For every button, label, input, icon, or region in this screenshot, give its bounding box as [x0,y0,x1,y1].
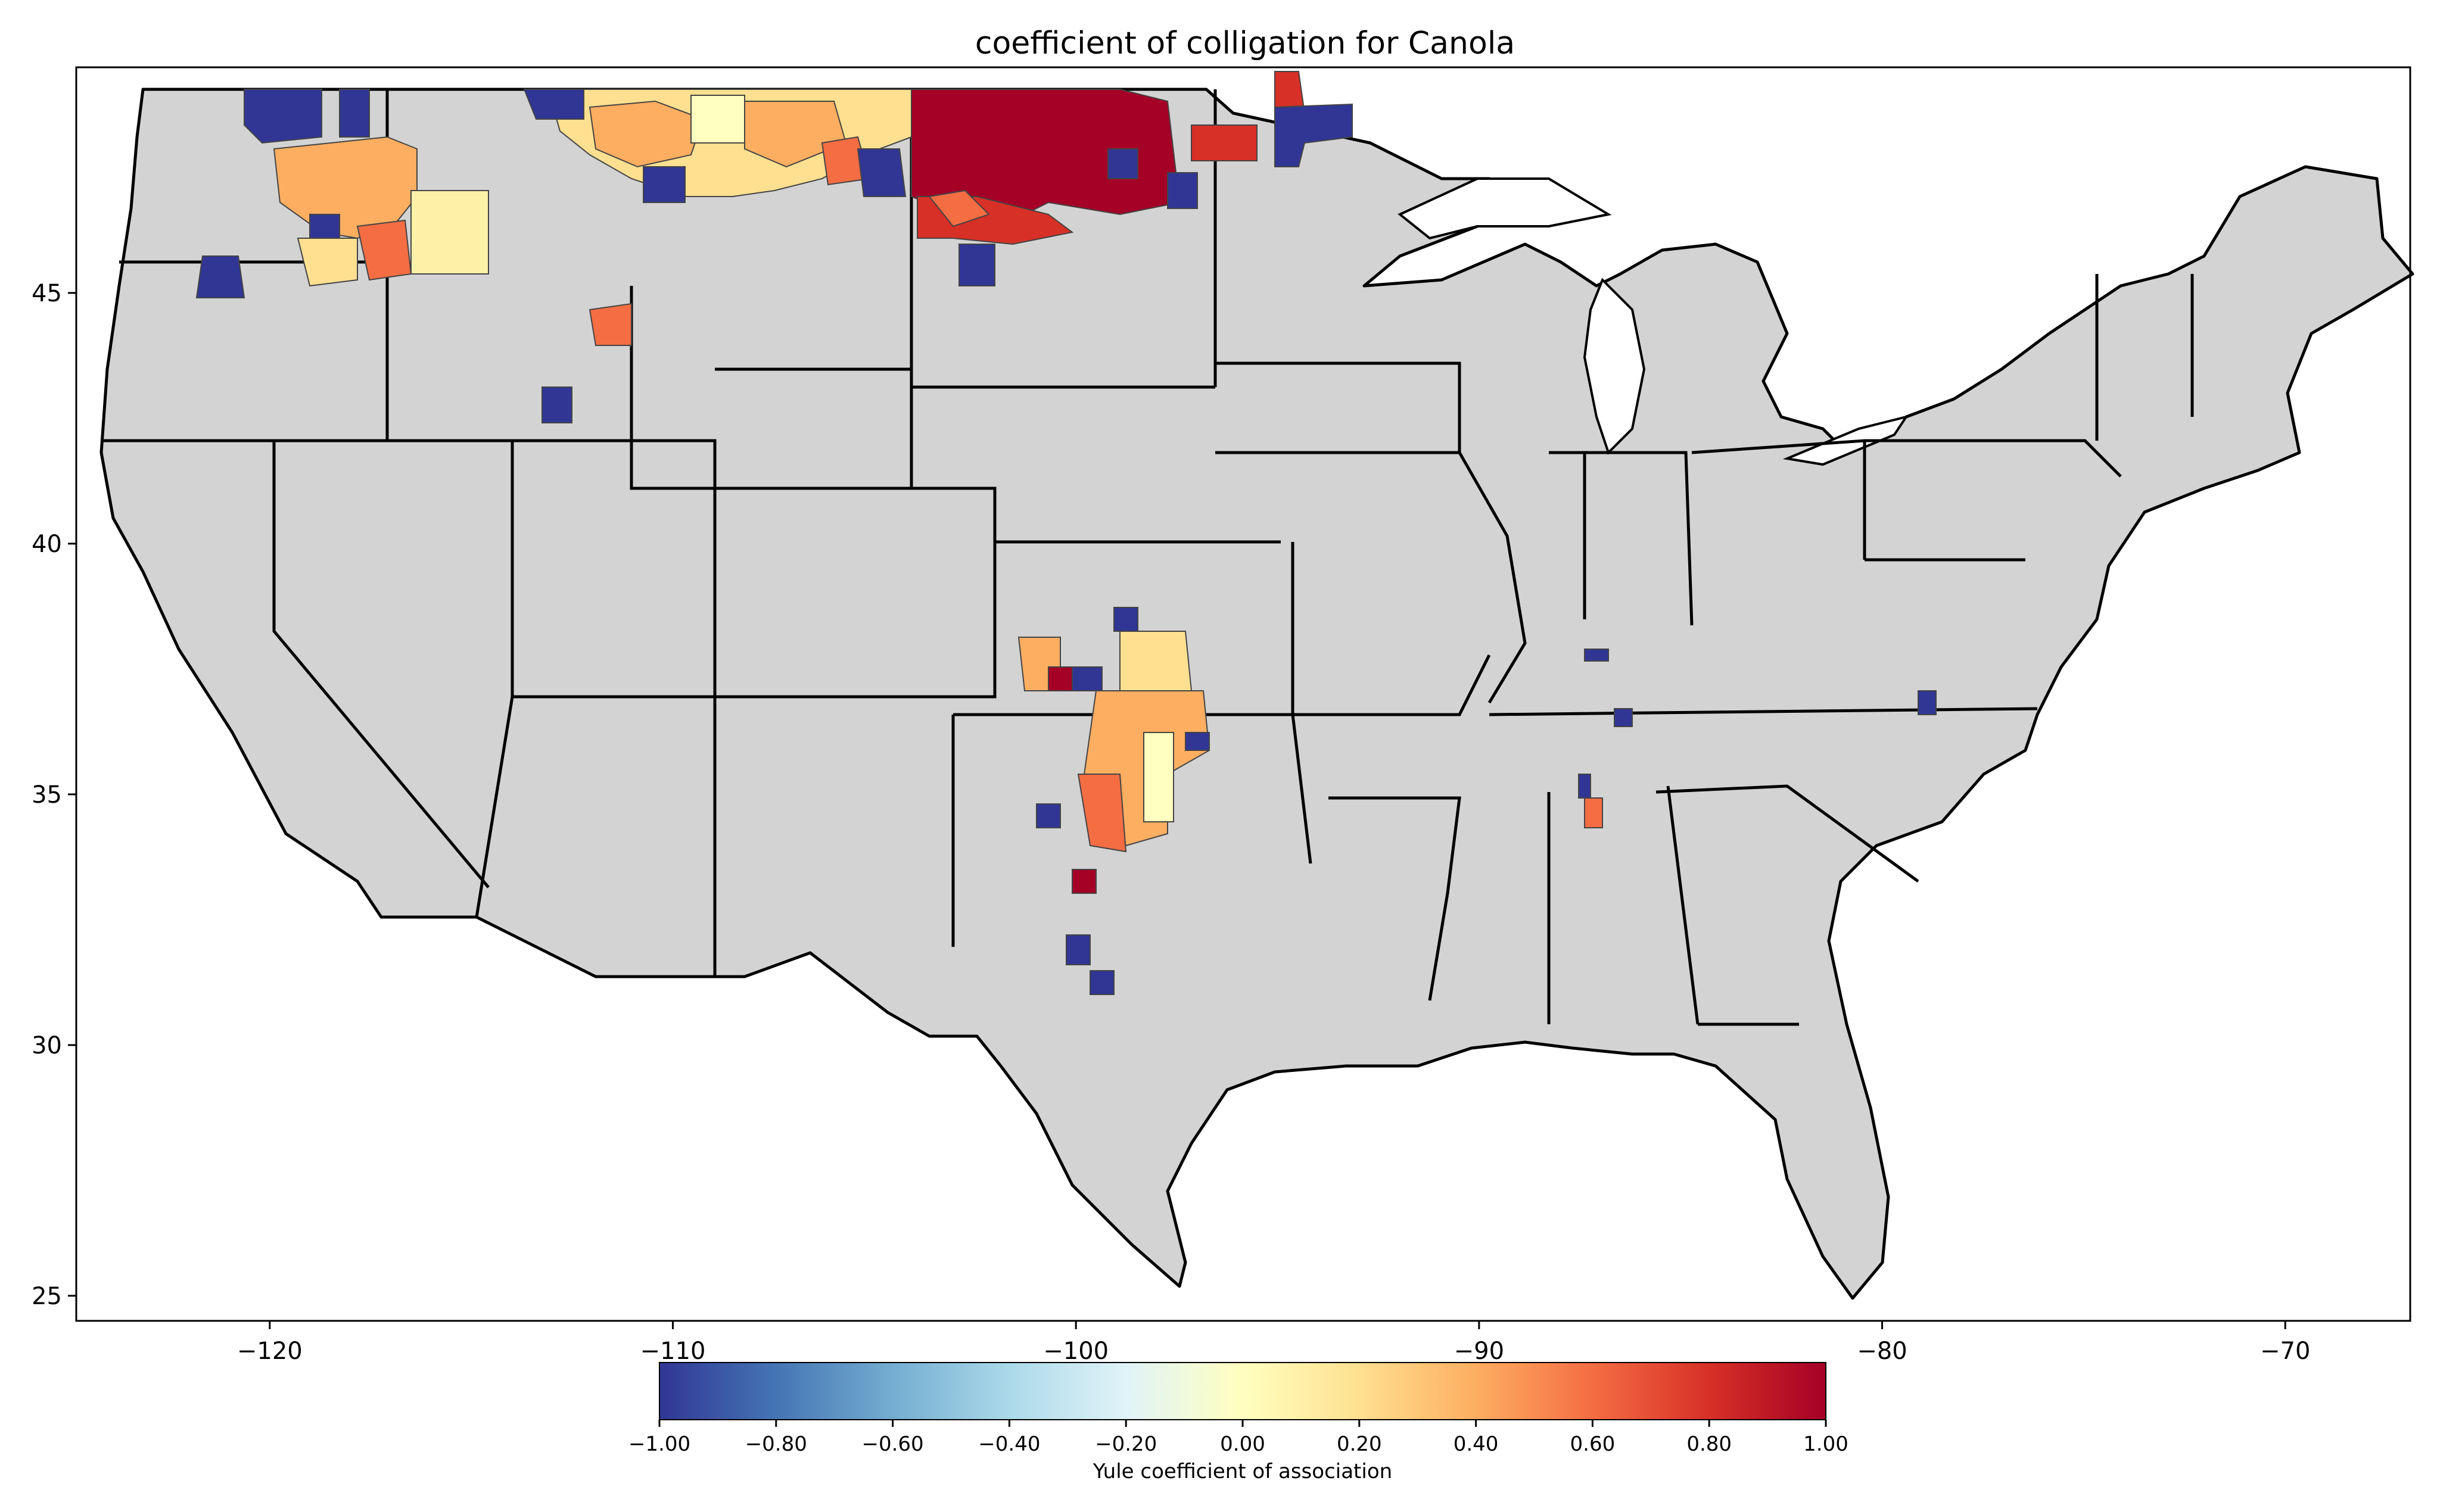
colorbar-tick-label: −0.20 [1095,1432,1157,1456]
colorbar: −1.00 −0.80 −0.60 −0.40 −0.20 0.00 0.20 0.40 0.6… [628,1362,1848,1483]
colorbar-label: Yule coefficient of association [1093,1460,1392,1483]
region-al-red [1584,797,1603,828]
county-regions [195,71,1937,995]
y-tick-label: 40 [32,531,62,558]
region-nd-blue-s [958,244,995,286]
region-al-blue [1578,774,1591,799]
region-ks-blue2 [1072,666,1103,691]
region-nd-blue-m [1107,148,1138,179]
region-mn-blue [1274,103,1353,167]
y-tick-label: 30 [32,1032,62,1059]
map-frame [75,66,2411,1322]
colorbar-tick-label: 1.00 [1803,1432,1848,1456]
y-tick-label: 35 [32,781,62,809]
x-tick-label: −80 [1857,1338,1907,1365]
region-mt-blue1 [523,89,584,120]
region-mt-orange [589,100,704,168]
region-id-yellow [410,190,489,275]
colorbar-tick-label: 0.20 [1337,1432,1382,1456]
region-mt-orange-sw [589,303,632,346]
region-wa-blue2 [339,89,370,138]
region-wa-blue [244,89,322,144]
colorbar-ticks: −1.00 −0.80 −0.60 −0.40 −0.20 0.00 0.20 0.40 0.6… [628,1420,1848,1456]
region-mt-lightyellow [690,95,745,144]
colorbar-tick-label: 0.40 [1454,1432,1499,1456]
region-ks-yellow [1119,631,1193,691]
region-nd-orange [928,189,990,227]
region-tn-blue [1614,708,1633,727]
x-tick-label: −90 [1454,1338,1504,1365]
region-tx-blue2 [1090,970,1115,995]
chart-title: coefficient of colligation for Canola [975,26,1515,61]
region-ok-blue [1036,803,1061,828]
colorbar-tick-label: −0.80 [745,1432,807,1456]
region-tx-blue1 [1066,934,1091,965]
colorbar-tick-label: 0.80 [1686,1432,1732,1456]
region-or-blue [195,255,245,298]
region-ok-yellow [1143,732,1174,822]
region-va-blue [1918,690,1937,715]
region-mt-blue3 [857,148,907,197]
region-tx-red [1072,869,1097,894]
region-mt-blue2 [643,166,686,203]
map-area [76,67,2414,1321]
y-tick-label: 25 [32,1283,62,1310]
region-id-blue-small [309,214,340,239]
region-ok-red [1077,774,1127,853]
y-tick-label: 45 [32,280,62,307]
region-ok-blue-e [1185,732,1210,751]
x-axis: −120 −110 −100 −90 −80 −70 [237,1321,2310,1365]
region-ks-red [1048,666,1073,691]
region-nd-blue-e [1167,172,1198,209]
region-ks-blue [1113,607,1138,632]
colorbar-tick-label: −1.00 [628,1432,690,1456]
region-ky-blue [1584,649,1609,662]
colorbar-gradient [659,1362,1826,1420]
x-tick-label: −100 [1043,1338,1109,1365]
colorbar-tick-label: −0.40 [978,1432,1040,1456]
region-id-blue [541,386,572,423]
conus-land [99,88,2414,1300]
colorbar-tick-label: 0.00 [1220,1432,1265,1456]
colorbar-tick-label: −0.60 [861,1432,923,1456]
x-tick-label: −120 [237,1338,303,1365]
region-mn-red [1191,124,1258,161]
x-tick-label: −110 [640,1338,706,1365]
colorbar-tick-label: 0.60 [1570,1432,1616,1456]
y-axis: 25 30 35 40 45 [32,280,76,1310]
x-tick-label: −70 [2260,1338,2310,1365]
lake-superior [1398,177,1612,240]
